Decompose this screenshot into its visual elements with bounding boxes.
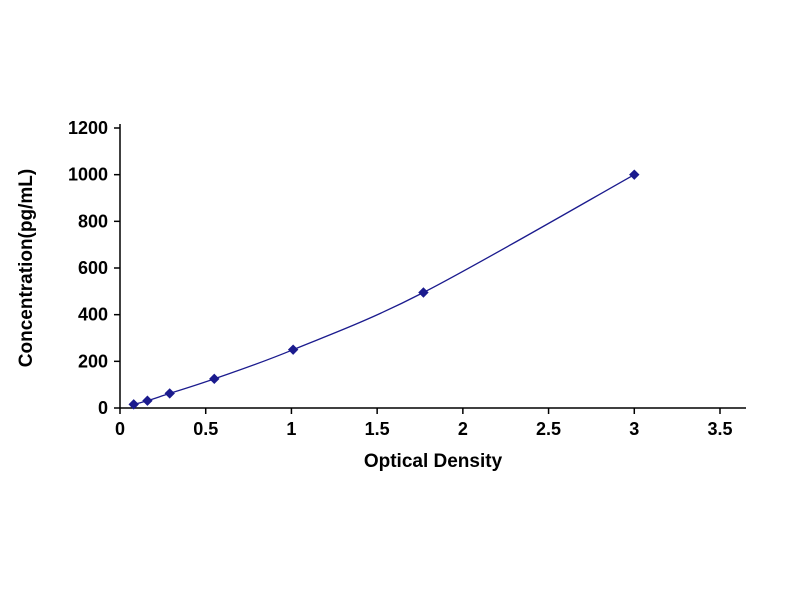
data-point-marker: [142, 395, 153, 406]
x-tick-label: 3: [629, 419, 639, 439]
data-point-marker: [164, 388, 175, 399]
x-tick-label: 0.5: [193, 419, 218, 439]
x-tick-label: 0: [115, 419, 125, 439]
x-tick-label: 1: [286, 419, 296, 439]
y-tick-label: 400: [78, 305, 108, 325]
data-point-marker: [128, 399, 139, 410]
x-tick-label: 1.5: [365, 419, 390, 439]
y-tick-label: 800: [78, 211, 108, 231]
y-tick-label: 1000: [68, 165, 108, 185]
y-tick-label: 0: [98, 398, 108, 418]
standard-curve-line: [133, 174, 635, 405]
x-axis-title: Optical Density: [364, 451, 503, 472]
data-point-marker: [287, 344, 299, 355]
y-tick-label: 200: [78, 351, 108, 371]
x-tick-label: 3.5: [707, 419, 732, 439]
x-tick-label: 2: [458, 419, 468, 439]
plot-area: 0 0.5 1 1.5 2 2.5 3 3.5 0 200 400 600 800 1000 1200: [68, 118, 746, 439]
data-point-marker: [629, 169, 640, 180]
data-point-marker: [418, 287, 429, 298]
y-tick-label: 600: [78, 258, 108, 278]
y-axis-title: Concentration(pg/mL): [16, 169, 37, 367]
x-tick-label: 2.5: [536, 419, 561, 439]
data-point-marker: [209, 373, 220, 385]
y-tick-label: 1200: [68, 118, 108, 138]
